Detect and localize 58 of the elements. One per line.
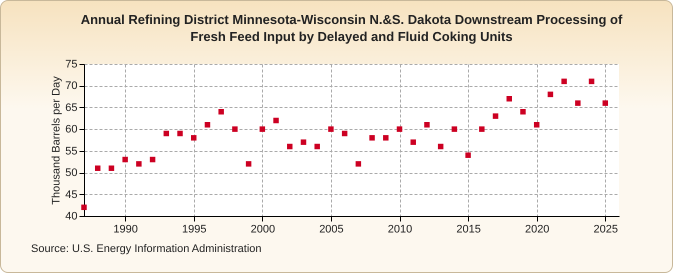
point — [602, 100, 608, 106]
y-tick-label: 40 — [65, 210, 78, 222]
point — [328, 126, 334, 132]
point — [465, 152, 471, 158]
point — [191, 135, 196, 141]
y-tick-label: 55 — [65, 145, 78, 158]
point — [506, 96, 512, 102]
point — [218, 109, 224, 115]
point — [588, 78, 594, 84]
point — [548, 92, 554, 98]
point — [479, 126, 485, 132]
point — [260, 126, 266, 132]
point — [438, 144, 444, 150]
point — [122, 156, 128, 162]
point — [410, 139, 416, 145]
point — [492, 113, 498, 119]
x-tick-label: 2000 — [250, 224, 276, 236]
point — [342, 130, 348, 136]
source-note: Source: U.S. Energy Information Administration — [31, 243, 262, 255]
point — [424, 122, 430, 128]
point — [314, 144, 320, 150]
point — [356, 161, 362, 167]
x-tick-label: 1990 — [113, 224, 138, 236]
point — [164, 130, 170, 136]
chart-title: Annual Refining District Minnesota-Wisconsin N.&S. Dakota Downstream Processing of Fresh Feed Input by Delayed and Fluid Coking Units — [80, 12, 623, 44]
point — [232, 126, 238, 132]
point — [150, 156, 156, 162]
point — [452, 126, 458, 132]
point — [369, 135, 375, 141]
point — [383, 135, 389, 141]
y-axis-title: Thousand Barrels per Day — [50, 76, 62, 205]
point — [534, 122, 540, 128]
x-tick-label: 2020 — [524, 224, 550, 236]
y-tick-label: 65 — [65, 102, 78, 114]
x-tick-label: 2005 — [319, 224, 344, 236]
point — [575, 100, 581, 106]
point — [94, 165, 100, 171]
point — [287, 144, 293, 150]
point — [273, 118, 279, 124]
x-tick-label: 2015 — [456, 224, 481, 236]
y-tick-label: 60 — [65, 124, 78, 136]
point — [108, 165, 114, 171]
x-tick-label: 1995 — [182, 224, 206, 236]
point — [246, 161, 252, 167]
point — [520, 109, 526, 115]
point — [300, 139, 306, 145]
point — [204, 122, 210, 128]
x-tick-label: 2025 — [594, 224, 618, 236]
y-tick-label: 70 — [65, 80, 78, 92]
point — [81, 204, 87, 210]
point — [561, 78, 567, 84]
point — [177, 130, 183, 136]
y-tick-label: 75 — [65, 58, 78, 70]
x-tick-label: 2010 — [388, 224, 412, 236]
point — [136, 161, 142, 167]
point — [396, 126, 402, 132]
y-tick-label: 45 — [65, 188, 78, 201]
y-tick-label: 50 — [65, 167, 78, 180]
